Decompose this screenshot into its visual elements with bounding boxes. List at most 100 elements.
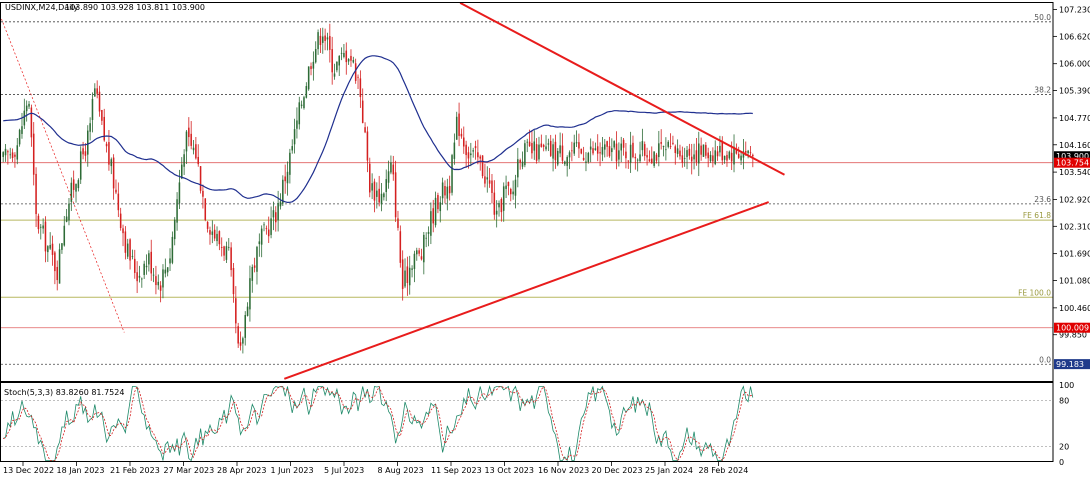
candle-body	[329, 35, 331, 50]
candle-body	[171, 236, 174, 263]
candle-body	[625, 151, 627, 159]
candle-body	[401, 259, 404, 289]
candle-body	[441, 182, 444, 199]
candle-body	[594, 148, 597, 151]
candle-body	[587, 152, 590, 162]
candle-body	[448, 185, 451, 194]
candle-body	[366, 131, 369, 161]
candle-body	[505, 185, 507, 189]
candle-body	[589, 146, 592, 150]
candle-body	[547, 143, 550, 145]
x-tick-label: 11 Sep 2023	[431, 466, 482, 475]
candle-body	[134, 258, 136, 273]
candle-body	[79, 151, 82, 180]
candle-body	[474, 146, 477, 149]
candle-body	[293, 129, 296, 145]
candle-body	[566, 157, 568, 166]
stochastic-pane[interactable]	[1, 384, 1053, 462]
candle-body	[298, 102, 301, 125]
candle-body	[58, 249, 61, 284]
candle-body	[185, 131, 188, 152]
candle-body	[77, 180, 80, 189]
candle-body	[267, 229, 270, 237]
candle-body	[613, 141, 615, 148]
candle-body	[458, 113, 460, 136]
candle-body	[28, 103, 30, 107]
candle-body	[253, 265, 256, 268]
candle-body	[479, 156, 481, 159]
candle-body	[376, 190, 378, 197]
candle-body	[540, 143, 543, 147]
x-tick-label: 1 Jun 2023	[271, 466, 314, 475]
candle-body	[601, 146, 604, 155]
candle-body	[263, 224, 265, 226]
candle-body	[228, 246, 230, 248]
x-tick-label: 28 Feb 2024	[699, 466, 749, 475]
candle-body	[166, 267, 169, 273]
candle-body	[545, 146, 547, 150]
candle-body	[291, 146, 293, 151]
candle-body	[84, 151, 87, 156]
candle-body	[350, 55, 352, 61]
candle-body	[265, 228, 268, 230]
candle-body	[502, 186, 505, 211]
candle-body	[256, 246, 258, 272]
candle-body	[204, 198, 207, 220]
candle-body	[385, 179, 387, 193]
candle-body	[580, 148, 583, 154]
candle-body	[54, 252, 56, 272]
candle-body	[380, 193, 383, 205]
candle-body	[25, 105, 28, 112]
candle-body	[709, 154, 712, 162]
candle-body	[634, 156, 637, 159]
candle-body	[674, 146, 677, 154]
candle-body	[117, 193, 120, 211]
candle-body	[44, 221, 47, 252]
candle-body	[11, 152, 14, 158]
stochastic-tick-label: 0	[1059, 458, 1064, 467]
price-tag-label: 103.754	[1056, 159, 1089, 168]
chart-title: USDINX,M24,Daily	[5, 3, 79, 12]
candle-body	[676, 148, 679, 154]
candle-body	[585, 161, 587, 163]
candle-body	[733, 146, 735, 165]
candle-body	[32, 133, 35, 175]
trendline	[459, 1, 785, 176]
y-tick-label: 99.850	[1059, 331, 1087, 340]
candle-body	[693, 154, 695, 160]
candle-body	[345, 50, 348, 63]
price-pane[interactable]: 50.0 38.2 23.6 0.0 FE 61.8 FE 100.0	[0, 1, 1053, 380]
candle-body	[42, 225, 44, 229]
candle-body	[472, 150, 474, 152]
candle-body	[700, 145, 702, 155]
ohlc-readout: 103.890 103.928 103.811 103.900	[65, 3, 205, 12]
candle-body	[35, 173, 37, 215]
candle-body	[498, 203, 500, 208]
candle-body	[740, 155, 742, 161]
candle-body	[129, 239, 131, 261]
candle-body	[235, 298, 237, 324]
candle-body	[7, 151, 9, 153]
price-tag-label: 100.009	[1056, 324, 1089, 333]
candle-body	[371, 183, 373, 191]
candle-body	[683, 158, 686, 159]
candle-body	[726, 154, 728, 161]
candle-body	[399, 231, 402, 263]
candle-body	[251, 266, 254, 281]
candle-body	[112, 157, 115, 189]
stochastic-tick-label: 20	[1059, 443, 1069, 452]
candle-body	[646, 155, 648, 158]
candle-body	[648, 159, 651, 162]
candle-body	[387, 171, 390, 183]
candle-body	[310, 66, 312, 70]
candle-body	[651, 158, 653, 163]
candle-body	[277, 203, 279, 221]
candle-body	[397, 218, 399, 228]
candle-body	[225, 246, 228, 260]
x-tick-label: 13 Oct 2023	[485, 466, 534, 475]
candle-body	[653, 151, 655, 166]
candle-body	[159, 285, 162, 291]
y-tick-label: 106.620	[1059, 32, 1090, 41]
x-tick-label: 13 Dec 2022	[3, 466, 54, 475]
